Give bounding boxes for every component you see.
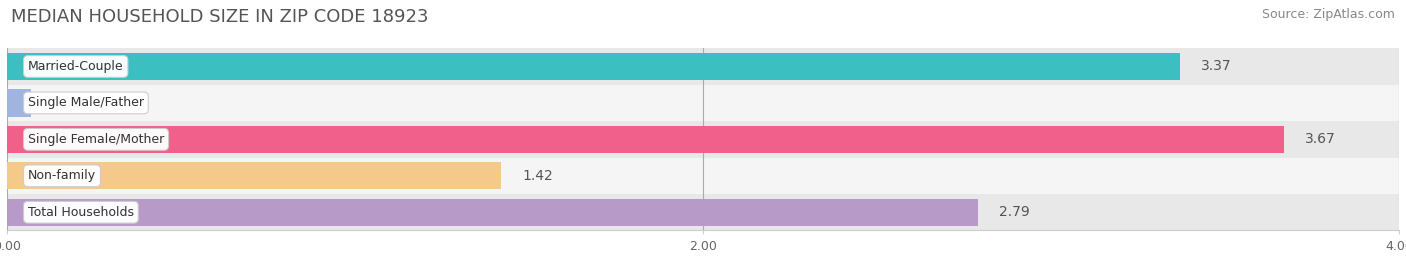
Bar [7, 158, 1399, 194]
Bar [7, 162, 501, 189]
Text: Single Female/Mother: Single Female/Mother [28, 133, 165, 146]
Text: Total Households: Total Households [28, 206, 134, 219]
Bar [7, 53, 1180, 80]
Bar [7, 89, 31, 117]
Text: 2.79: 2.79 [998, 205, 1029, 219]
Text: Non-family: Non-family [28, 169, 96, 182]
Text: 3.37: 3.37 [1201, 59, 1232, 73]
Bar [7, 126, 1284, 153]
Bar [7, 199, 979, 226]
Bar [7, 121, 1399, 158]
Bar [7, 85, 1399, 121]
Text: 3.67: 3.67 [1305, 132, 1336, 146]
Text: Source: ZipAtlas.com: Source: ZipAtlas.com [1261, 8, 1395, 21]
Text: 1.42: 1.42 [522, 169, 553, 183]
Bar [7, 48, 1399, 85]
Text: Single Male/Father: Single Male/Father [28, 96, 143, 109]
Text: 0.00: 0.00 [52, 96, 83, 110]
Text: MEDIAN HOUSEHOLD SIZE IN ZIP CODE 18923: MEDIAN HOUSEHOLD SIZE IN ZIP CODE 18923 [11, 8, 429, 26]
Text: Married-Couple: Married-Couple [28, 60, 124, 73]
Bar [7, 194, 1399, 230]
